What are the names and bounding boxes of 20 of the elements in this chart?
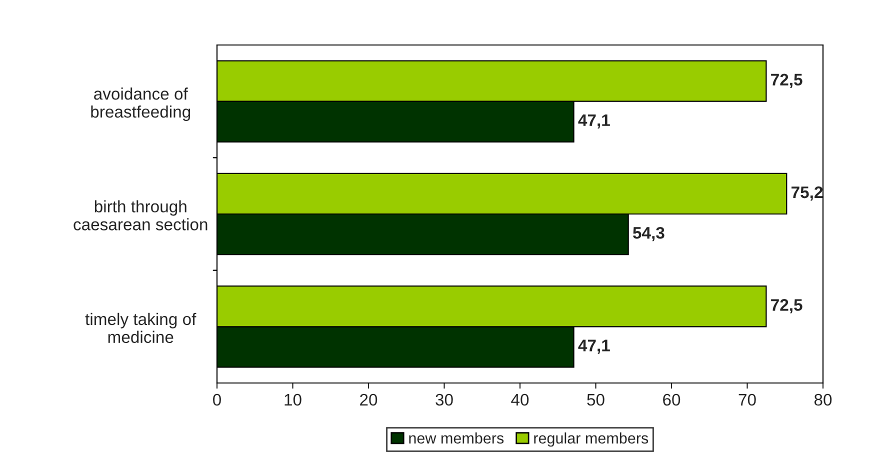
x-tick-label: 0 [213, 394, 221, 406]
data-label: 72,5 [771, 299, 802, 314]
x-tick-label: 60 [663, 394, 680, 406]
y-tick-label: timely taking of medicine [85, 312, 196, 344]
y-tick-label: birth through caesarean section [74, 200, 208, 230]
data-label: 47,1 [578, 114, 610, 129]
x-tick-label: 30 [436, 394, 453, 406]
data-label: 72,5 [771, 74, 802, 88]
x-tick-label: 20 [360, 394, 378, 406]
data-label: 54,3 [633, 226, 664, 242]
x-tick-label: 10 [284, 394, 302, 406]
x-tick-label: 70 [738, 394, 756, 406]
x-tick-label: 50 [587, 394, 604, 406]
data-label: 47,1 [578, 340, 610, 354]
x-tick-label: 80 [814, 394, 832, 406]
x-tick-label: 40 [511, 394, 529, 406]
legend-label: regular members [534, 432, 648, 447]
data-label: 75,2 [792, 186, 823, 201]
y-tick-label: avoidance of breastfeeding [91, 88, 190, 122]
legend-label: new members [409, 432, 504, 444]
